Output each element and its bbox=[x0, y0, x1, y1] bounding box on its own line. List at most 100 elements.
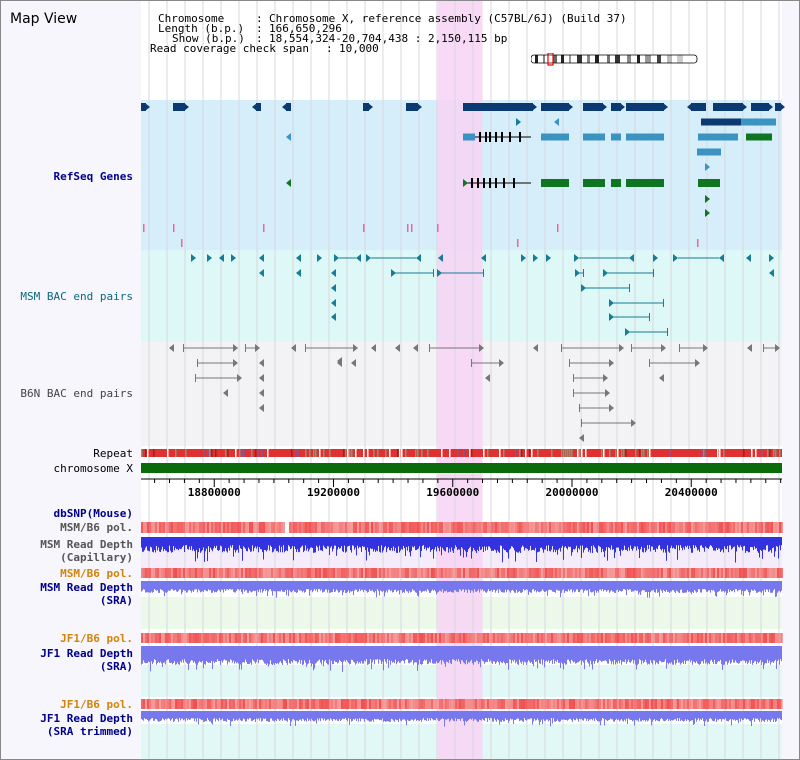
depth-bar bbox=[720, 646, 721, 660]
depth-bar bbox=[307, 537, 308, 549]
pol-strip-cell bbox=[313, 522, 315, 533]
pol-strip-cell bbox=[535, 568, 537, 578]
repeat-segment bbox=[469, 449, 471, 457]
depth-bar bbox=[491, 581, 492, 590]
track-label-msm-read-depth-sra[interactable]: MSM Read Depth bbox=[40, 581, 133, 594]
depth-bar bbox=[159, 646, 160, 664]
depth-bar bbox=[288, 646, 289, 660]
depth-bar bbox=[321, 537, 322, 551]
pol-strip-cell bbox=[289, 699, 291, 709]
chromosome-ideogram[interactable] bbox=[531, 53, 701, 67]
depth-bar bbox=[296, 646, 297, 662]
depth-bar bbox=[221, 711, 222, 720]
track-label-jf1-b6-pol-2[interactable]: JF1/B6 pol. bbox=[60, 698, 133, 711]
pol-strip-cell bbox=[565, 699, 567, 709]
track-label-jf1-b6-pol-1[interactable]: JF1/B6 pol. bbox=[60, 632, 133, 645]
track-label-msm-b6-pol-1[interactable]: MSM/B6 pol. bbox=[60, 521, 133, 534]
pol-strip-cell bbox=[157, 568, 159, 578]
pol-strip-cell bbox=[781, 522, 783, 533]
depth-bar bbox=[350, 581, 351, 592]
pol-strip-cell bbox=[225, 568, 227, 578]
gene-tick bbox=[557, 224, 559, 232]
depth-bar bbox=[713, 581, 714, 590]
depth-bar bbox=[258, 537, 259, 553]
depth-bar bbox=[143, 581, 144, 590]
track-label-msm-bac[interactable]: MSM BAC end pairs bbox=[20, 290, 133, 303]
depth-bar bbox=[211, 537, 212, 550]
track-label-dbsnp[interactable]: dbSNP(Mouse) bbox=[53, 507, 133, 520]
pol-strip-cell bbox=[265, 633, 267, 643]
depth-bar bbox=[394, 711, 395, 722]
repeat-segment bbox=[421, 449, 423, 457]
pol-strip-cell bbox=[367, 522, 369, 533]
pol-strip-cell bbox=[635, 633, 637, 643]
depth-bar bbox=[230, 711, 231, 727]
track-label-jf1-read-depth-trim[interactable]: JF1 Read Depth bbox=[40, 712, 133, 725]
pol-strip-cell bbox=[481, 568, 483, 578]
depth-bar bbox=[463, 581, 464, 590]
pol-strip-cell bbox=[337, 633, 339, 643]
depth-bar bbox=[549, 711, 550, 721]
depth-bar bbox=[291, 581, 292, 593]
track-label-refseq-genes[interactable]: RefSeq Genes bbox=[53, 170, 133, 183]
depth-bar bbox=[624, 581, 625, 590]
depth-bar bbox=[277, 711, 278, 719]
track-label-repeat[interactable]: Repeat bbox=[93, 447, 133, 460]
depth-bar bbox=[491, 537, 492, 551]
pol-strip-cell bbox=[511, 699, 513, 709]
depth-bar bbox=[299, 537, 300, 552]
gene-arrow bbox=[282, 103, 287, 111]
depth-bar bbox=[276, 711, 277, 722]
depth-bar bbox=[153, 711, 154, 721]
depth-bar bbox=[153, 581, 154, 592]
depth-bar bbox=[602, 711, 603, 719]
depth-bar bbox=[188, 537, 189, 550]
depth-bar bbox=[211, 581, 212, 593]
pol-strip-cell bbox=[393, 633, 395, 643]
depth-bar bbox=[232, 711, 233, 722]
depth-bar bbox=[561, 646, 562, 663]
track-label-chromosome[interactable]: chromosome X bbox=[53, 462, 133, 475]
bac-end-arrow bbox=[581, 284, 586, 292]
track-label-msm-read-depth-cap[interactable]: MSM Read Depth bbox=[40, 538, 133, 551]
depth-bar bbox=[603, 711, 604, 719]
track-label-msm-b6-pol-2[interactable]: MSM/B6 pol. bbox=[60, 567, 133, 580]
depth-bar bbox=[479, 581, 480, 593]
depth-bar bbox=[667, 711, 668, 719]
pol-strip-cell bbox=[621, 522, 623, 533]
repeat-segment bbox=[577, 449, 579, 457]
pol-strip-cell bbox=[587, 699, 589, 709]
depth-bar bbox=[168, 711, 169, 719]
pol-strip-cell bbox=[495, 522, 497, 533]
pol-strip-cell bbox=[293, 568, 295, 578]
depth-bar bbox=[410, 537, 411, 557]
depth-bar bbox=[674, 711, 675, 720]
depth-bar bbox=[515, 711, 516, 721]
pol-strip-cell bbox=[609, 522, 611, 533]
pol-strip-cell bbox=[727, 699, 729, 709]
depth-bar bbox=[376, 581, 377, 598]
depth-bar bbox=[417, 537, 418, 550]
depth-bar bbox=[559, 581, 560, 591]
track-label-jf1-read-depth-sra[interactable]: JF1 Read Depth bbox=[40, 647, 133, 660]
pol-strip-cell bbox=[595, 568, 597, 578]
pol-strip-cell bbox=[479, 699, 481, 709]
bac-end-arrow bbox=[331, 269, 336, 277]
pol-strip-cell bbox=[583, 633, 585, 643]
depth-bar bbox=[466, 711, 467, 722]
depth-bar bbox=[280, 581, 281, 592]
pol-strip-cell bbox=[291, 699, 293, 709]
depth-bar bbox=[706, 537, 707, 548]
depth-bar bbox=[371, 711, 372, 722]
depth-bar bbox=[610, 581, 611, 592]
pol-strip-cell bbox=[723, 633, 725, 643]
pol-strip-cell bbox=[643, 568, 645, 578]
pol-strip-cell bbox=[753, 699, 755, 709]
depth-bar bbox=[250, 646, 251, 663]
repeat-segment bbox=[487, 449, 489, 457]
pol-strip-cell bbox=[203, 568, 205, 578]
pol-strip-cell bbox=[203, 699, 205, 709]
track-label-b6n-bac[interactable]: B6N BAC end pairs bbox=[20, 387, 133, 400]
depth-bar bbox=[483, 537, 484, 553]
